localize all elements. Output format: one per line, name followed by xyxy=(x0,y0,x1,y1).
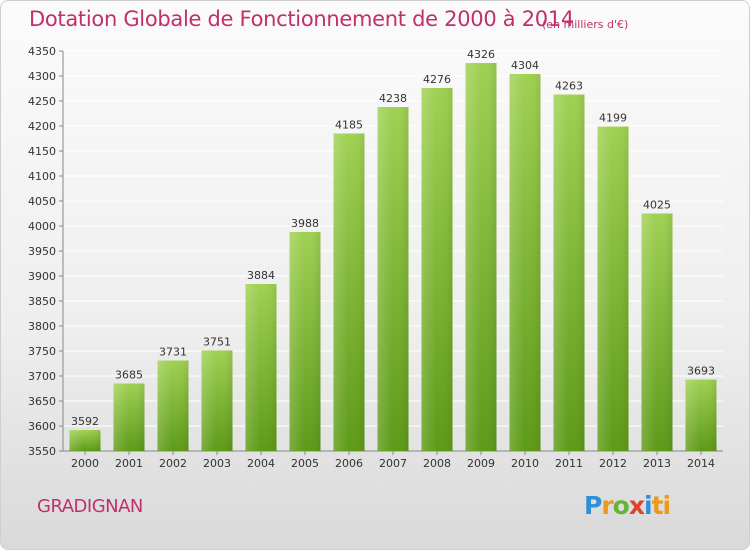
x-tick-label: 2001 xyxy=(115,457,143,470)
bar-sheen xyxy=(685,379,717,451)
y-tick-label: 3850 xyxy=(28,295,56,308)
bar-sheen xyxy=(157,360,189,451)
x-tick-label: 2007 xyxy=(379,457,407,470)
data-label: 3693 xyxy=(687,365,715,378)
x-tick-label: 2012 xyxy=(599,457,627,470)
logo-letter: P xyxy=(584,491,602,520)
bar-sheen xyxy=(553,94,585,451)
unit-label: (en milliers d'€) xyxy=(542,18,629,31)
city-name: GRADIGNAN xyxy=(37,496,143,517)
data-label: 3988 xyxy=(291,217,319,230)
x-tick-label: 2003 xyxy=(203,457,231,470)
data-label: 4304 xyxy=(511,59,539,72)
x-tick-label: 2005 xyxy=(291,457,319,470)
bar-sheen xyxy=(201,350,233,451)
data-label: 4185 xyxy=(335,119,363,132)
y-tick-label: 3750 xyxy=(28,345,56,358)
data-label: 3731 xyxy=(159,346,187,359)
bar-sheen xyxy=(333,133,365,451)
y-tick-label: 3600 xyxy=(28,420,56,433)
bar-sheen xyxy=(113,383,145,451)
x-tick-label: 2008 xyxy=(423,457,451,470)
y-tick-label: 4300 xyxy=(28,70,56,83)
bar-sheen xyxy=(289,232,321,451)
y-tick-label: 4250 xyxy=(28,95,56,108)
x-tick-label: 2002 xyxy=(159,457,187,470)
logo-letter: r xyxy=(601,491,613,520)
y-tick-label: 4350 xyxy=(28,45,56,58)
bar-sheen xyxy=(597,126,629,451)
x-tick-label: 2011 xyxy=(555,457,583,470)
x-tick-label: 2006 xyxy=(335,457,363,470)
data-label: 3592 xyxy=(71,415,99,428)
x-tick-label: 2009 xyxy=(467,457,495,470)
data-label: 4199 xyxy=(599,112,627,125)
logo-letter: o xyxy=(612,491,630,520)
bar-sheen xyxy=(641,213,673,451)
data-label: 4238 xyxy=(379,92,407,105)
bar-sheen xyxy=(245,284,277,451)
data-label: 3685 xyxy=(115,369,143,382)
data-label: 3751 xyxy=(203,336,231,349)
x-tick-label: 2013 xyxy=(643,457,671,470)
chart-title: Dotation Globale de Fonctionnement de 20… xyxy=(29,7,574,31)
bar-sheen xyxy=(421,88,453,451)
x-tick-label: 2004 xyxy=(247,457,275,470)
logo-letter: x xyxy=(628,491,645,520)
x-tick-label: 2000 xyxy=(71,457,99,470)
logo-letter: i xyxy=(644,491,653,520)
y-tick-label: 3900 xyxy=(28,270,56,283)
y-tick-label: 4150 xyxy=(28,145,56,158)
x-tick-label: 2014 xyxy=(687,457,715,470)
y-tick-label: 4000 xyxy=(28,220,56,233)
bar-sheen xyxy=(377,107,409,451)
y-tick-label: 4050 xyxy=(28,195,56,208)
y-tick-label: 3800 xyxy=(28,320,56,333)
y-tick-label: 4200 xyxy=(28,120,56,133)
data-label: 3884 xyxy=(247,269,275,282)
proxiti-logo: Proxiti xyxy=(584,491,672,520)
bar-sheen xyxy=(465,63,497,451)
bar-sheen xyxy=(69,430,101,451)
data-label: 4025 xyxy=(643,199,671,212)
y-tick-label: 4100 xyxy=(28,170,56,183)
data-label: 4326 xyxy=(467,48,495,61)
logo-letter: ti xyxy=(651,491,672,520)
data-label: 4276 xyxy=(423,73,451,86)
bar-sheen xyxy=(509,74,541,451)
y-tick-label: 3650 xyxy=(28,395,56,408)
data-label: 4263 xyxy=(555,80,583,93)
x-tick-label: 2010 xyxy=(511,457,539,470)
y-tick-label: 3550 xyxy=(28,445,56,458)
y-tick-label: 3950 xyxy=(28,245,56,258)
y-tick-label: 3700 xyxy=(28,370,56,383)
